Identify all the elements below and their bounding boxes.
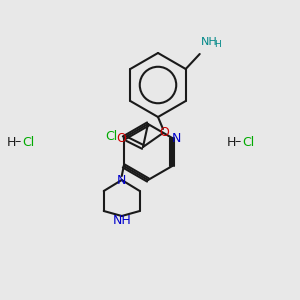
Text: –: –	[235, 136, 241, 148]
Text: –: –	[15, 136, 21, 148]
Text: O: O	[116, 131, 126, 145]
Text: NH: NH	[112, 214, 131, 227]
Text: Cl: Cl	[22, 136, 34, 148]
Text: NH: NH	[201, 37, 218, 47]
Text: N: N	[172, 131, 181, 145]
Text: Cl: Cl	[242, 136, 254, 148]
Text: H: H	[214, 40, 220, 49]
Text: H: H	[6, 136, 16, 148]
Text: O: O	[159, 127, 169, 140]
Text: N: N	[117, 173, 126, 187]
Text: Cl: Cl	[106, 130, 118, 142]
Text: H: H	[226, 136, 236, 148]
